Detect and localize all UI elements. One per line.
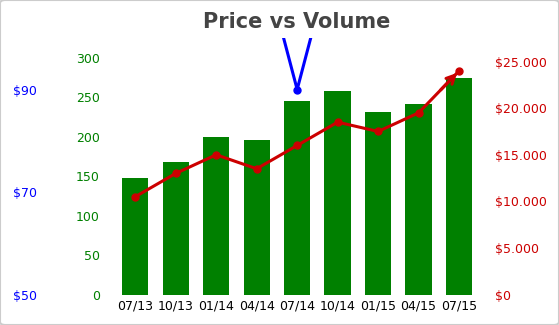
Title: Price vs Volume: Price vs Volume [203,12,391,32]
Bar [122,178,148,295]
Bar [446,78,472,295]
Bar [244,140,270,295]
Bar [365,111,391,295]
Bar [284,101,310,295]
Bar [405,104,432,295]
Bar [163,162,189,295]
Bar [324,91,351,295]
Bar [203,137,229,295]
